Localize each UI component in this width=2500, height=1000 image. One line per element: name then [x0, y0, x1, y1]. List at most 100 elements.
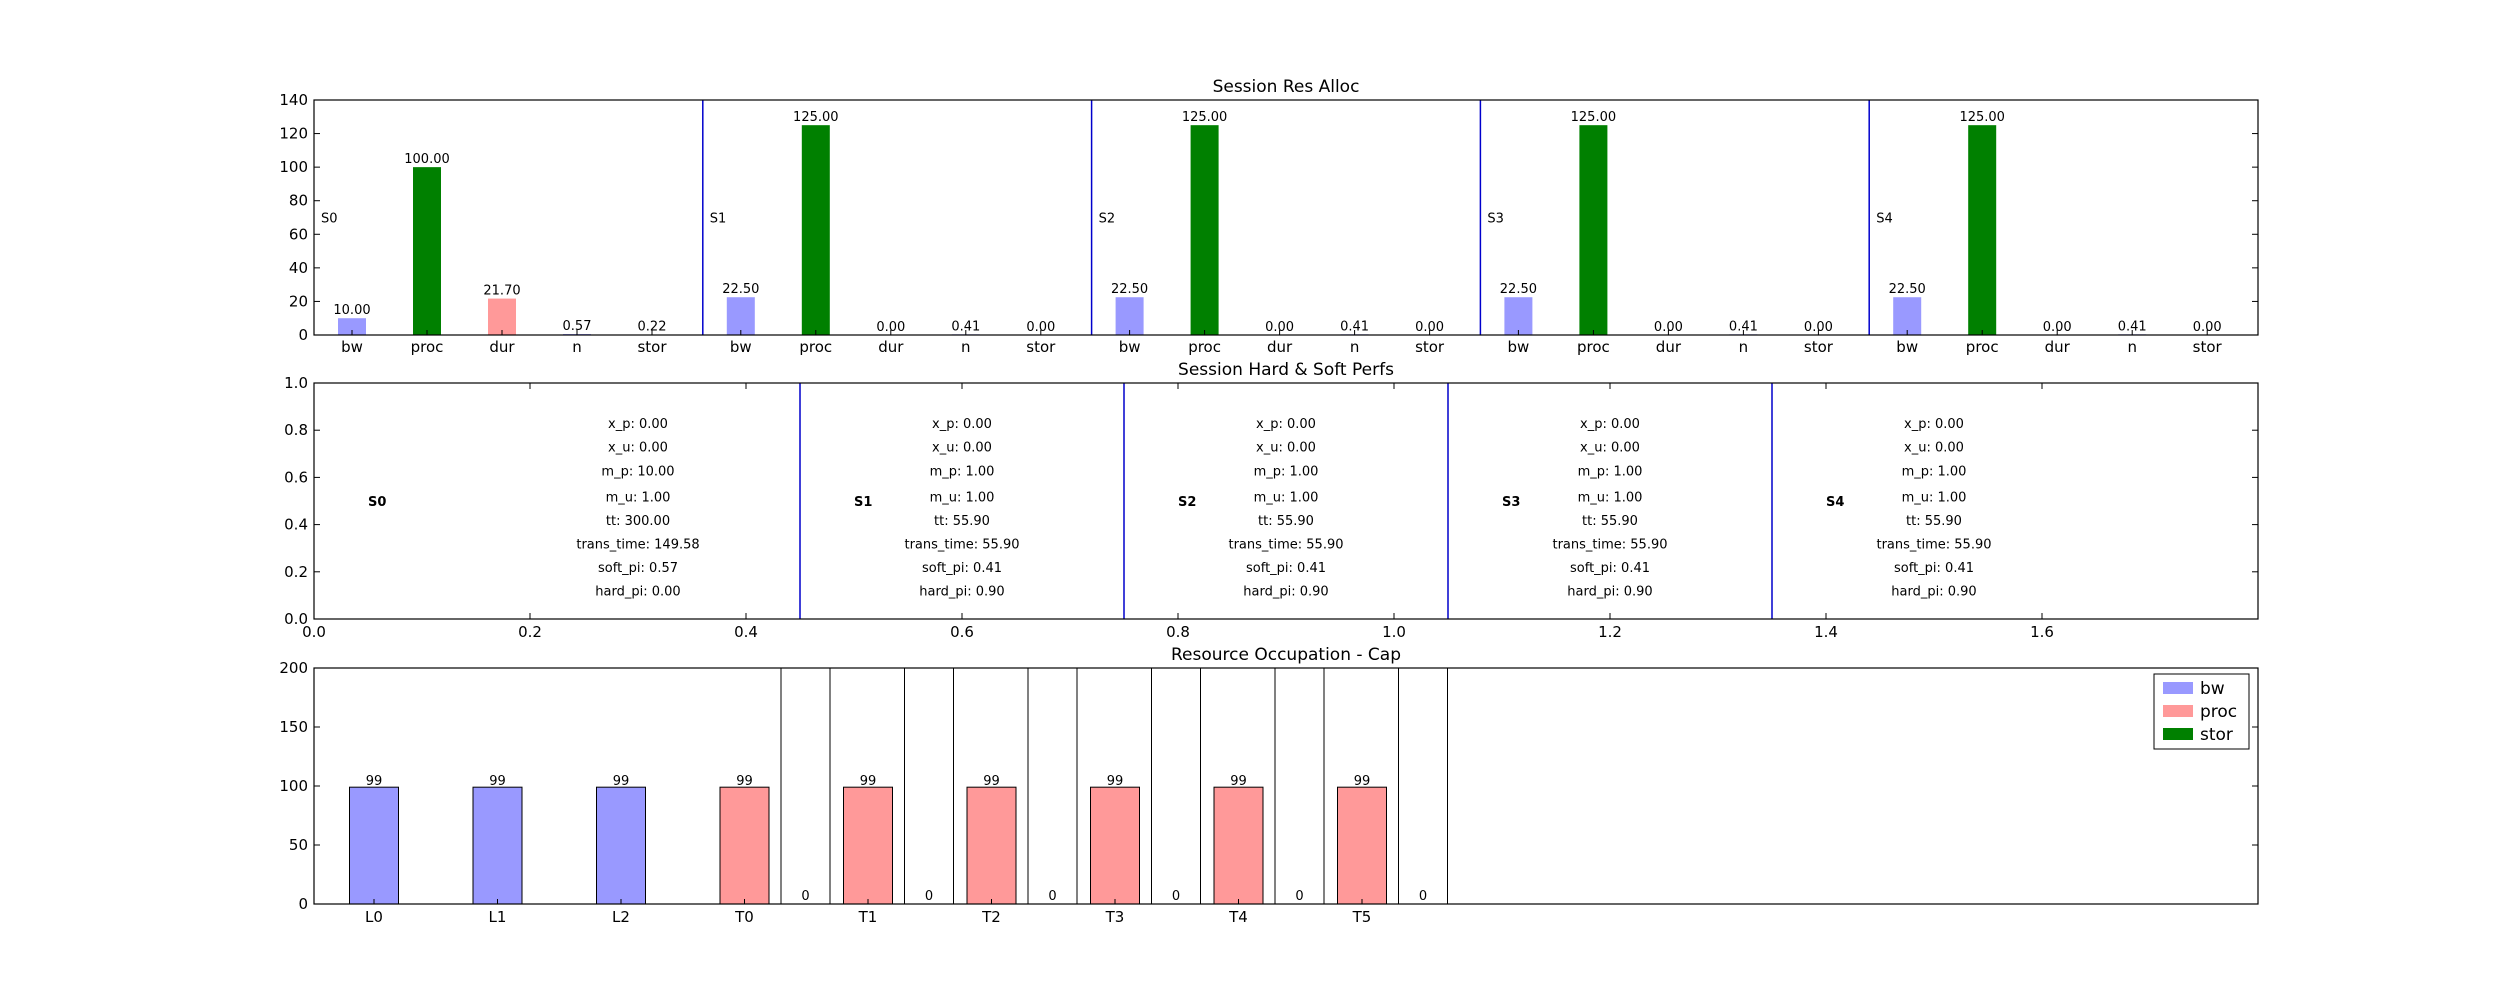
- chart1-xtick-label: n: [2127, 338, 2137, 356]
- chart3-bar-stor: [904, 667, 954, 905]
- chart3-ytick-label: 150: [279, 718, 308, 736]
- chart2-xtick-label: 0.8: [1166, 623, 1190, 641]
- chart1-bar: [1893, 297, 1922, 335]
- chart1-xtick-label: bw: [341, 338, 363, 356]
- chart2-metric-line: hard_pi: 0.00: [595, 585, 680, 600]
- chart1-xtick-label: stor: [637, 338, 667, 356]
- chart2-metric-line: tt: 300.00: [606, 514, 670, 529]
- chart2-ytick-label: 1.0: [284, 374, 308, 392]
- chart2-metric-line: tt: 55.90: [1906, 514, 1962, 529]
- chart1-bar-value-label: 125.00: [793, 110, 839, 125]
- chart1-title: Session Res Alloc: [1213, 77, 1360, 97]
- chart1-bar-value-label: 22.50: [722, 282, 759, 297]
- chart3-bar-bw: [596, 786, 646, 905]
- chart3-bar-bw: [472, 786, 523, 905]
- chart3-bar-value-label: 99: [366, 774, 383, 789]
- chart2-metric-line: trans_time: 55.90: [1876, 537, 1991, 552]
- chart1-xtick-label: stor: [1415, 338, 1445, 356]
- chart3-bar-value-label: 99: [1107, 774, 1124, 789]
- chart1-bar-value-label: 125.00: [1959, 110, 2005, 125]
- chart3-bar-proc: [1337, 786, 1387, 905]
- chart2-xtick-label: 0.4: [734, 623, 758, 641]
- chart2-xtick-label: 1.4: [1814, 623, 1838, 641]
- chart3-ytick-label: 100: [279, 777, 308, 795]
- chart1-ytick-label: 140: [279, 91, 308, 109]
- chart2-ytick-label: 0.0: [284, 610, 308, 628]
- chart3-legend-swatch: [2163, 705, 2193, 717]
- chart1-bar: [1579, 125, 1608, 335]
- chart2-metric-line: soft_pi: 0.57: [598, 561, 678, 576]
- chart1-bar-value-label: 100.00: [404, 152, 450, 167]
- chart3-stor-value-label: 0: [1048, 889, 1056, 904]
- chart1-bar-value-label: 22.50: [1889, 282, 1926, 297]
- chart1-ytick-label: 80: [289, 192, 308, 210]
- chart2-session-name: S0: [368, 495, 386, 510]
- chart1-ytick-label: 60: [289, 225, 308, 243]
- chart2-ytick-label: 0.2: [284, 563, 308, 581]
- chart3-stor-value-label: 0: [1295, 889, 1303, 904]
- chart1-xtick-label: bw: [730, 338, 752, 356]
- chart3-xtick-label: L2: [612, 908, 630, 926]
- chart2-metric-line: trans_time: 55.90: [1228, 537, 1343, 552]
- chart1-xtick-label: proc: [411, 338, 444, 356]
- chart2-metric-line: hard_pi: 0.90: [1567, 585, 1652, 600]
- chart3-bar-bw: [349, 786, 399, 905]
- chart2-axes-frame: [313, 382, 2259, 620]
- chart1-session-label: S1: [710, 212, 727, 227]
- chart1-xtick-label: dur: [1656, 338, 1682, 356]
- chart1-xtick-label: dur: [489, 338, 515, 356]
- chart1-bar-value-label: 0.00: [1654, 320, 1683, 335]
- chart2-metric-line: m_u: 1.00: [1254, 490, 1319, 505]
- session-res-alloc-chart: Session Res Alloc 0 20 40 60 80 100 120 140 S0 10.…: [279, 77, 2259, 356]
- chart1-ytick-label: 0: [298, 326, 308, 344]
- chart3-bar-proc: [1213, 786, 1264, 905]
- chart1-xtick-label: dur: [1267, 338, 1293, 356]
- chart2-metric-line: m_p: 1.00: [1578, 464, 1643, 479]
- chart2-session-name: S3: [1502, 495, 1520, 510]
- chart2-metric-line: tt: 55.90: [1582, 514, 1638, 529]
- chart1-xtick-label: n: [961, 338, 971, 356]
- chart1-xtick-label: proc: [1188, 338, 1221, 356]
- chart2-metric-line: soft_pi: 0.41: [1246, 561, 1326, 576]
- chart3-bar-value-label: 99: [489, 774, 506, 789]
- chart2-ytick-label: 0.8: [284, 421, 308, 439]
- chart3-xtick-label: L0: [365, 908, 383, 926]
- chart3-ytick-label: 0: [298, 895, 308, 913]
- chart3-bar-stor: [1274, 667, 1325, 905]
- chart3-bar-stor: [1027, 667, 1078, 905]
- chart2-xtick-label: 1.6: [2030, 623, 2054, 641]
- chart2-metric-line: trans_time: 55.90: [1552, 537, 1667, 552]
- chart3-xtick-label: T2: [981, 908, 1001, 926]
- chart2-metric-line: x_u: 0.00: [1904, 441, 1964, 456]
- chart2-ytick-label: 0.6: [284, 468, 308, 486]
- chart3-xtick-label: T4: [1228, 908, 1248, 926]
- chart1-bar-value-label: 125.00: [1571, 110, 1617, 125]
- chart1-xtick-label: stor: [2193, 338, 2223, 356]
- chart1-bar: [801, 125, 830, 335]
- chart2-metric-line: tt: 55.90: [1258, 514, 1314, 529]
- chart1-xtick-label: dur: [2045, 338, 2071, 356]
- chart2-metric-line: x_u: 0.00: [608, 441, 668, 456]
- chart1-session-label: S4: [1876, 212, 1893, 227]
- chart2-metric-line: m_u: 1.00: [1578, 490, 1643, 505]
- chart1-ytick-label: 100: [279, 158, 308, 176]
- chart2-metric-line: trans_time: 149.58: [576, 537, 699, 552]
- chart2-metric-line: trans_time: 55.90: [904, 537, 1019, 552]
- chart2-xtick-label: 0.6: [950, 623, 974, 641]
- chart1-bar-value-label: 0.00: [1026, 320, 1055, 335]
- chart1-bar: [488, 298, 516, 335]
- chart1-xtick-label: bw: [1508, 338, 1530, 356]
- chart3-legend: bw proc stor: [2153, 673, 2250, 750]
- chart2-xtick-label: 0.0: [302, 623, 326, 641]
- chart3-ytick-label: 200: [279, 659, 308, 677]
- chart1-axes-frame: [313, 99, 2259, 336]
- chart3-bar-value-label: 99: [1354, 774, 1371, 789]
- chart3-stor-value-label: 0: [925, 889, 933, 904]
- chart2-metric-line: hard_pi: 0.90: [1891, 585, 1976, 600]
- chart2-metric-line: m_u: 1.00: [606, 490, 671, 505]
- chart1-bar-value-label: 125.00: [1182, 110, 1228, 125]
- chart1-xtick-label: stor: [1804, 338, 1834, 356]
- chart2-metric-line: x_p: 0.00: [1904, 417, 1964, 432]
- chart3-legend-label: stor: [2200, 725, 2233, 745]
